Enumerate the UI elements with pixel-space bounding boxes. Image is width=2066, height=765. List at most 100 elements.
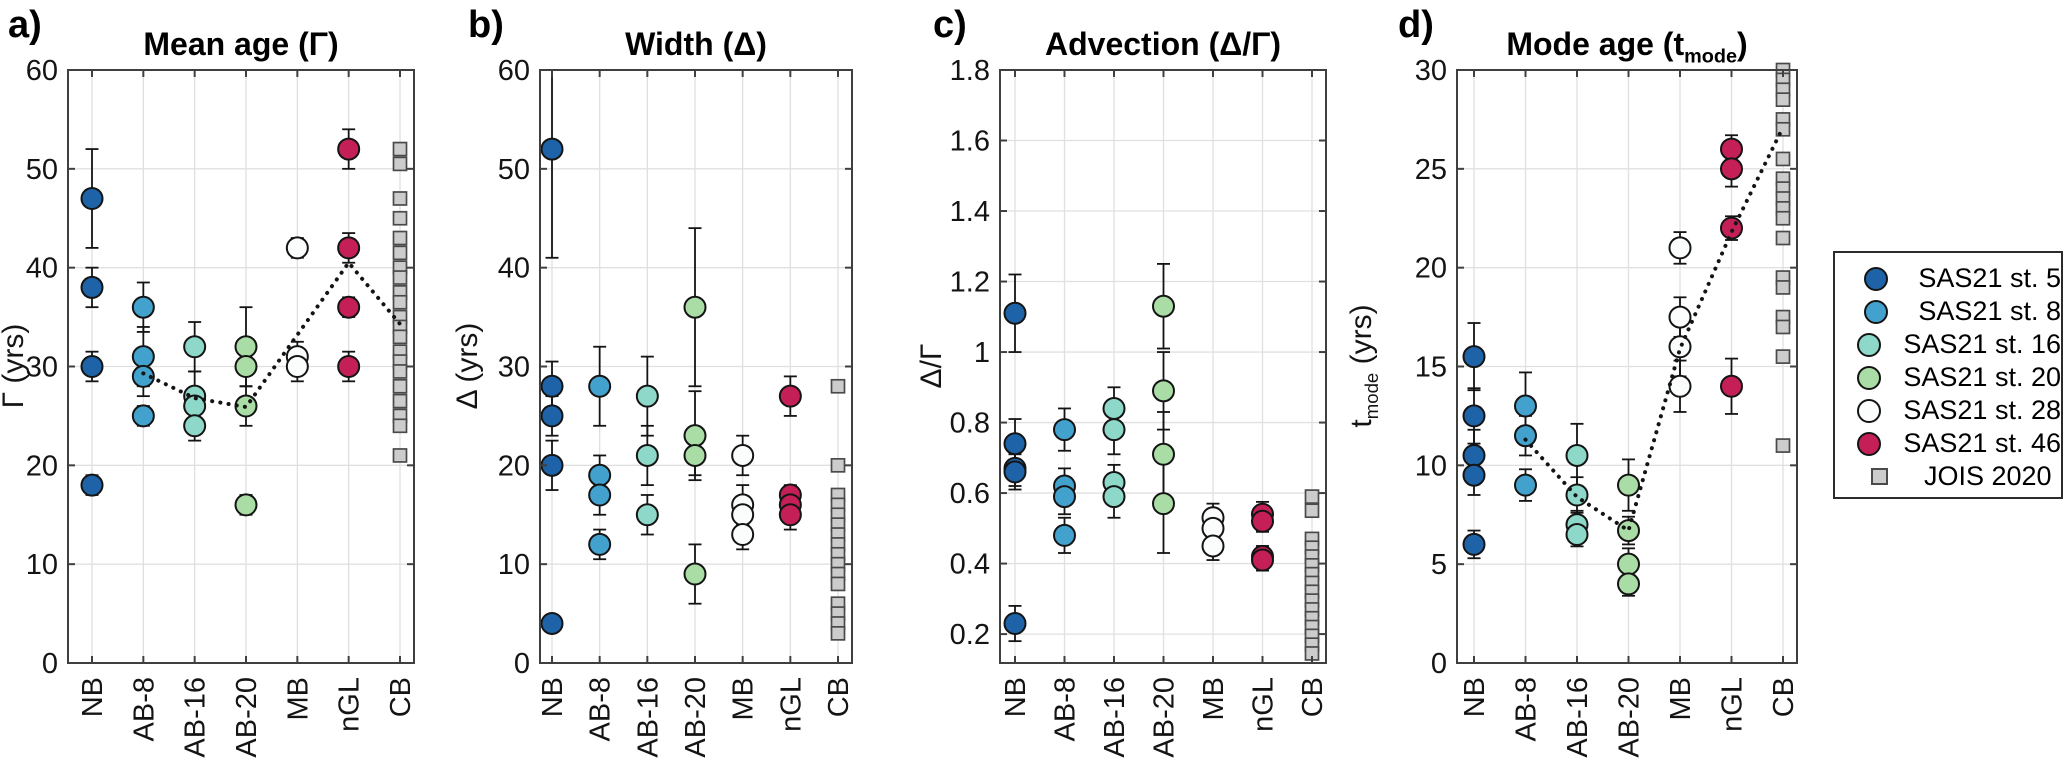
data-point-square bbox=[1775, 230, 1791, 246]
data-point-circle bbox=[731, 523, 755, 547]
data-point-square bbox=[1775, 319, 1791, 335]
data-point-circle bbox=[1152, 379, 1175, 403]
data-point-circle bbox=[1003, 612, 1027, 636]
data-point-circle bbox=[588, 463, 612, 487]
x-tick-label: AB-8 bbox=[585, 677, 617, 741]
data-point-square bbox=[392, 156, 408, 172]
error-bars bbox=[1008, 263, 1269, 643]
ylabel-text: t bbox=[1345, 419, 1378, 428]
data-point-circle bbox=[1668, 374, 1692, 398]
data-point-circle bbox=[1514, 473, 1537, 497]
y-tick-label: 0 bbox=[1431, 648, 1447, 680]
x-tick-label: AB-16 bbox=[632, 677, 664, 758]
data-point-square bbox=[392, 364, 408, 379]
x-tick-label: CB bbox=[823, 677, 855, 717]
data-point-circle bbox=[131, 364, 155, 388]
x-tick-label: AB-8 bbox=[1050, 677, 1082, 741]
data-point-circle bbox=[1053, 418, 1076, 442]
y-tick-label: 0 bbox=[42, 648, 58, 680]
x-tick-label: nGL bbox=[1717, 677, 1749, 732]
data-point-circle bbox=[1003, 460, 1027, 484]
x-tick-label: MB bbox=[1665, 677, 1697, 721]
title-text: Width (Δ) bbox=[625, 26, 767, 62]
y-tick-label: 20 bbox=[1415, 253, 1447, 285]
x-tick-label: AB-16 bbox=[1562, 677, 1594, 758]
data-point-circle bbox=[540, 374, 564, 398]
data-point-square bbox=[392, 393, 408, 409]
data-point-circle bbox=[234, 493, 258, 517]
data-point-square bbox=[392, 294, 408, 310]
data-point-circle bbox=[1668, 236, 1692, 260]
data-point-circle bbox=[337, 355, 361, 378]
plot-area-a: 0 10 20 30 40 50 60 NB AB-8 AB-16 AB-20 MB nGL CB bbox=[26, 55, 417, 758]
data-point-circle bbox=[635, 443, 659, 467]
x-tick-label: MB bbox=[282, 677, 314, 721]
legend-marker bbox=[1856, 365, 1881, 390]
y-tick-label: 25 bbox=[1415, 154, 1447, 186]
data-point-square bbox=[392, 329, 408, 345]
data-point-circle bbox=[683, 424, 707, 448]
legend-item-label: SAS21 st. 46 bbox=[1903, 428, 2061, 458]
legend-circle-icon bbox=[1856, 299, 1896, 324]
data-point-square bbox=[1775, 210, 1791, 226]
data-point-circle bbox=[234, 335, 258, 359]
x-tick-label: MB bbox=[1198, 677, 1230, 721]
y-tick-label: 30 bbox=[26, 352, 58, 384]
legend-marker bbox=[1864, 299, 1889, 324]
data-point-circle bbox=[1617, 572, 1640, 596]
data-point-circle bbox=[1462, 404, 1486, 428]
data-point-circle bbox=[540, 404, 564, 428]
data-point-circle bbox=[285, 236, 309, 260]
data-point-circle bbox=[1617, 473, 1640, 497]
legend-circle-icon bbox=[1856, 332, 1881, 357]
x-tick-label: NB bbox=[1459, 677, 1491, 717]
data-point-circle bbox=[80, 355, 104, 378]
error-bars bbox=[545, 70, 797, 633]
title-sub: mode bbox=[1684, 45, 1737, 68]
y-tick-label: 10 bbox=[1415, 450, 1447, 482]
data-point-circle bbox=[1251, 548, 1274, 572]
y-tick-label: 1.4 bbox=[950, 196, 990, 228]
ylabel-text: Γ (yrs) bbox=[0, 323, 30, 409]
data-point-circle bbox=[731, 443, 755, 467]
data-point-circle bbox=[1152, 492, 1175, 516]
data-point-circle bbox=[1102, 485, 1126, 509]
y-tick-label: 0.6 bbox=[950, 478, 990, 510]
data-point-circle bbox=[1617, 519, 1640, 543]
data-point-circle bbox=[1565, 443, 1589, 467]
data-point-square bbox=[392, 191, 408, 206]
data-point-square bbox=[392, 141, 408, 157]
title-text: Advection (Δ/Γ) bbox=[1044, 26, 1281, 62]
legend-item-label: JOIS 2020 bbox=[1924, 461, 2052, 491]
data-point-square bbox=[392, 230, 408, 246]
data-point-circle bbox=[1462, 532, 1486, 556]
legend-marker bbox=[1870, 468, 1888, 485]
data-point-square bbox=[1775, 438, 1791, 453]
error-bars bbox=[1467, 134, 1738, 597]
legend-marker bbox=[1864, 266, 1889, 291]
title-text: Mode age (t bbox=[1506, 26, 1685, 62]
panel-letter-c: c) bbox=[933, 4, 967, 46]
y-tick-label: 0.2 bbox=[950, 619, 990, 651]
legend-circle-icon bbox=[1856, 431, 1881, 456]
legend-item: SAS21 st. 20 bbox=[1835, 361, 2061, 394]
ylabel-a: Γ (yrs) bbox=[0, 324, 35, 409]
data-point-circle bbox=[588, 374, 612, 398]
data-point-circle bbox=[1003, 301, 1027, 325]
legend-item: SAS21 st. 16 bbox=[1835, 328, 2061, 361]
ylabel-post: (yrs) bbox=[1345, 304, 1378, 373]
y-tick-label: 1.2 bbox=[950, 267, 990, 299]
ylabel-sub: mode bbox=[1361, 372, 1382, 420]
x-tick-label: nGL bbox=[1248, 677, 1280, 732]
x-tick-label: nGL bbox=[775, 677, 807, 732]
ylabel-b: Δ (yrs) bbox=[451, 323, 489, 410]
y-tick-label: 60 bbox=[498, 55, 530, 87]
legend-marker bbox=[1856, 431, 1881, 456]
data-point-circle bbox=[1201, 534, 1225, 558]
data-point-circle bbox=[131, 295, 155, 319]
data-point-circle bbox=[1720, 374, 1743, 398]
legend-item-label: SAS21 st. 16 bbox=[1903, 329, 2061, 359]
data-point-circle bbox=[1462, 345, 1486, 369]
y-tick-label: 0.8 bbox=[950, 408, 990, 440]
x-tick-label: AB-20 bbox=[1149, 677, 1181, 758]
